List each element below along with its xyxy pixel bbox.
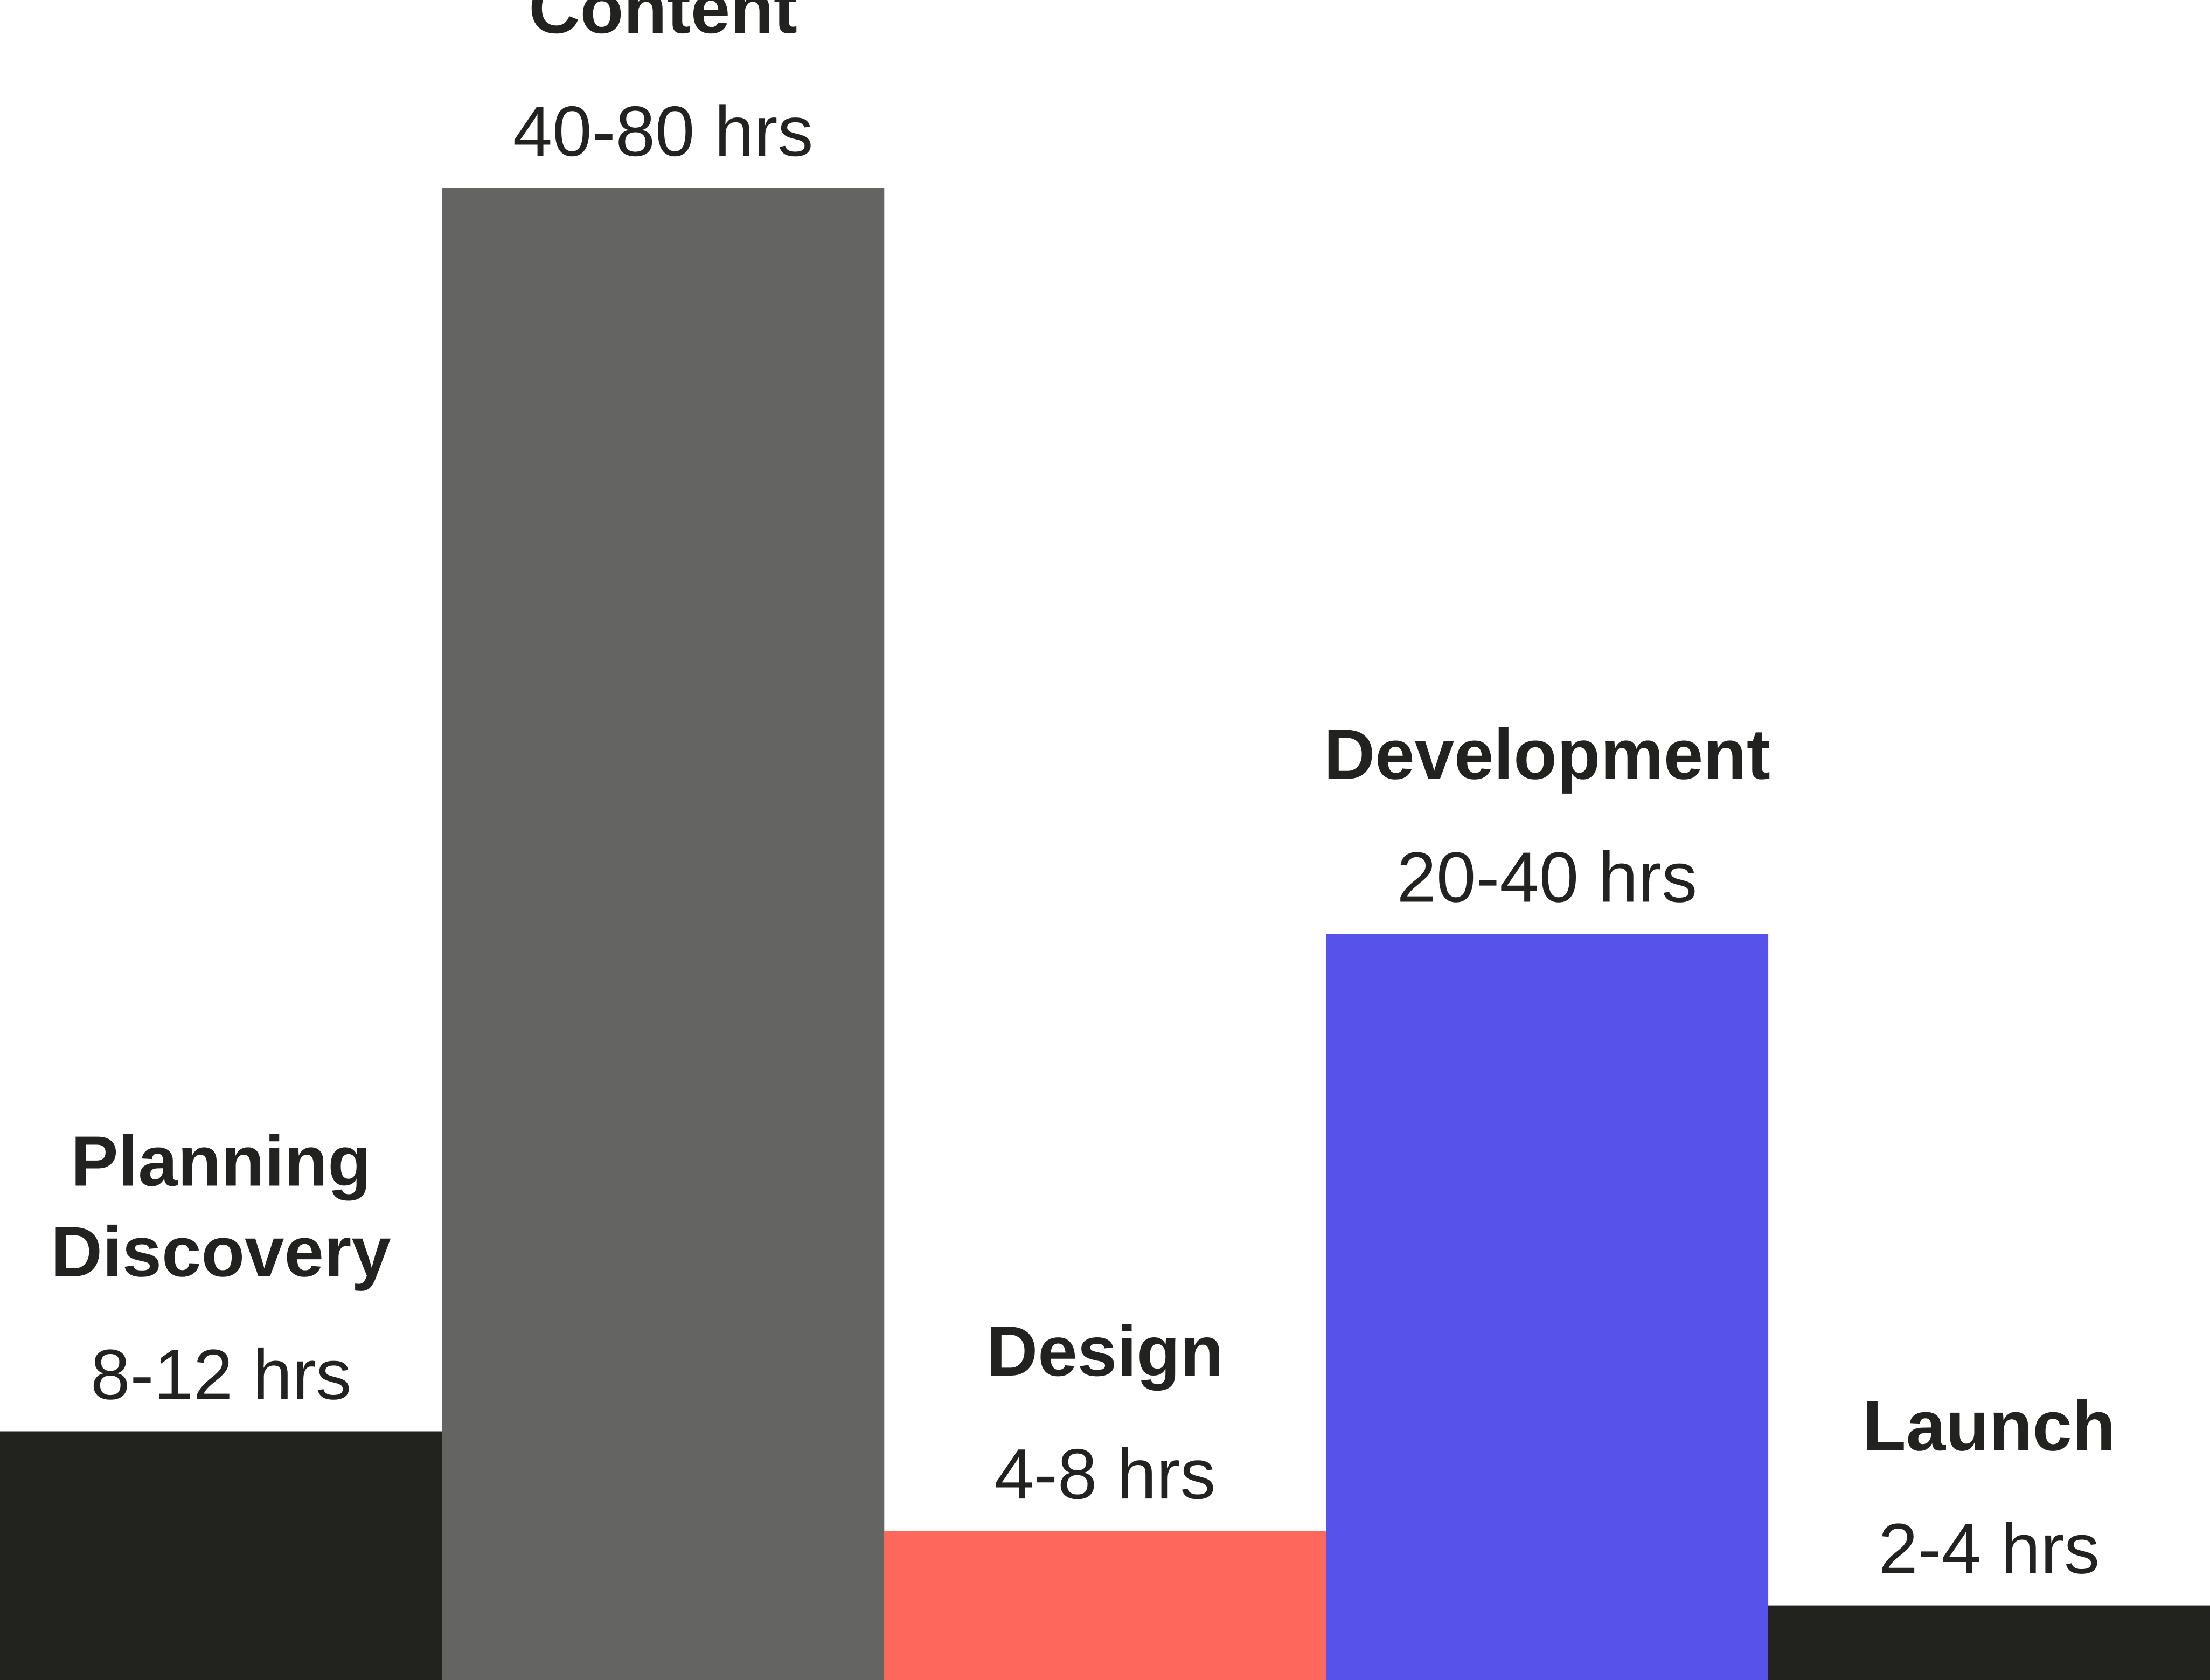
bar-0 — [0, 1431, 442, 1680]
bar-value-label: 4-8 hrs — [995, 1434, 1216, 1514]
category-label: Development — [1324, 715, 1770, 794]
category-label: Launch — [1862, 1386, 2115, 1466]
bar-1 — [442, 188, 885, 1680]
bar-2 — [884, 1531, 1326, 1680]
category-label: Content — [529, 0, 797, 48]
bar-value-label: 8-12 hrs — [91, 1335, 351, 1414]
category-label: Planning — [71, 1122, 371, 1201]
bar-value-label: 20-40 hrs — [1397, 838, 1698, 917]
bar-4 — [1768, 1605, 2210, 1680]
category-label: Discovery — [51, 1212, 391, 1292]
bar-value-label: 2-4 hrs — [1878, 1509, 2100, 1588]
bar-value-label: 40-80 hrs — [513, 92, 814, 171]
category-label: Design — [986, 1311, 1224, 1391]
bar-3 — [1326, 934, 1769, 1680]
